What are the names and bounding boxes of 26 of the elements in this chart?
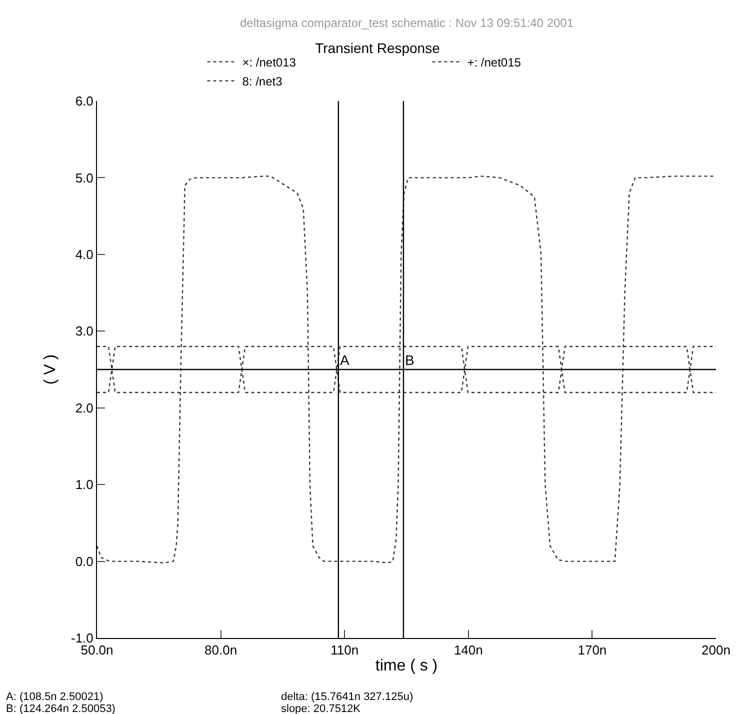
y-tick-label: 4.0 <box>75 246 94 262</box>
legend-label: ×: /net013 <box>242 55 296 70</box>
text: A: (108.5n 2.50021) <box>6 691 104 703</box>
y-axis-title: ( V ) <box>42 354 59 385</box>
x-tick-label: 170n <box>578 642 607 658</box>
y-tick-label: 6.0 <box>75 94 94 109</box>
text: B: (124.264n 2.50053) <box>6 703 116 714</box>
x-axis-title: time ( s ) <box>375 657 438 674</box>
x-tick-label: 200n <box>702 642 730 658</box>
y-tick-label: 3.0 <box>75 324 94 339</box>
line-series <box>97 176 716 564</box>
chart-title: Transient Response <box>315 40 440 56</box>
ref-line-label: B <box>405 352 414 368</box>
x-tick-label: 80.0n <box>204 642 238 658</box>
x-tick-label: 140n <box>454 642 483 658</box>
y-tick-label: 2.0 <box>75 400 94 416</box>
x-tick-label: 110n <box>330 642 359 658</box>
ref-line-label: A <box>340 352 350 368</box>
y-tick-label: 0.0 <box>75 554 94 569</box>
legend-label: 8: /net3 <box>242 74 283 88</box>
legend-label: +: /net015 <box>467 55 522 70</box>
y-tick-label: 5.0 <box>75 170 94 186</box>
chart-subtitle: deltasigma comparator_test schematic : Nov 13 09:51:40 2001 <box>240 16 574 30</box>
y-tick-label: 1.0 <box>75 477 94 492</box>
text: delta: (15.7641n 327.125u) <box>281 691 414 703</box>
text: slope: 20.7512K <box>281 703 362 714</box>
